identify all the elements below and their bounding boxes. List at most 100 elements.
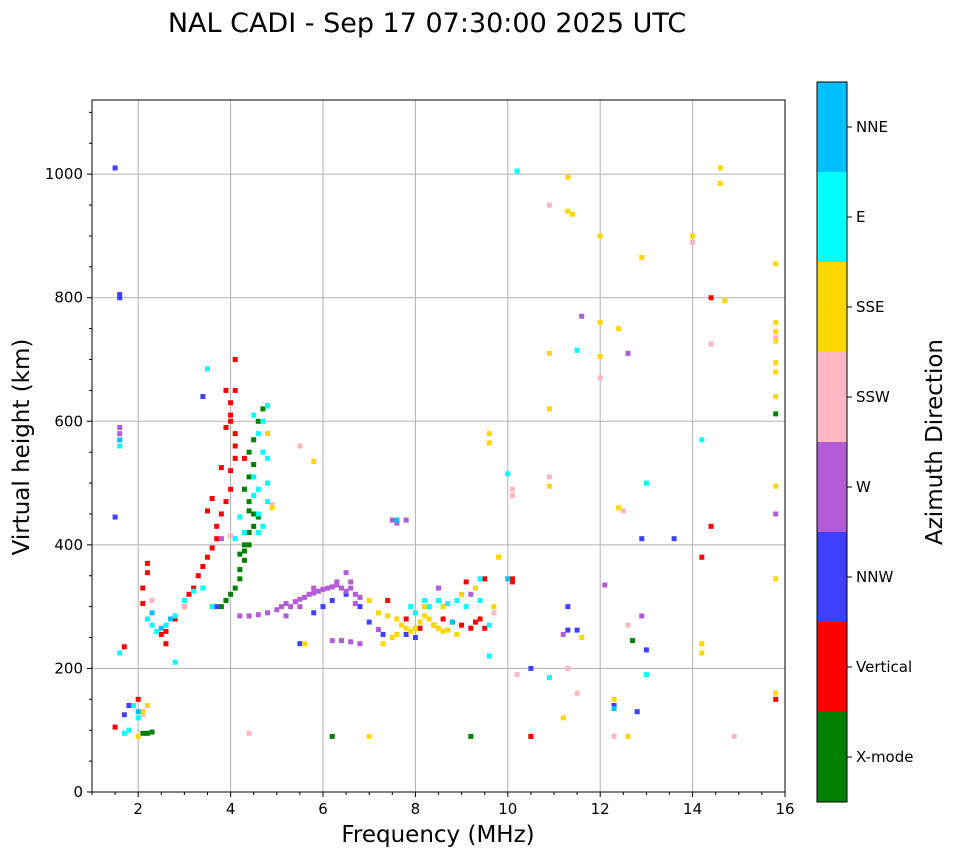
echo-point: [546, 675, 552, 681]
echo-point: [611, 696, 617, 702]
echo-point: [311, 610, 317, 616]
echo-point: [389, 517, 395, 523]
echo-point: [117, 424, 123, 430]
echo-point: [228, 591, 234, 597]
echo-point: [255, 431, 261, 437]
echo-point: [246, 449, 252, 455]
echo-point: [357, 641, 363, 647]
echo-point: [251, 437, 257, 443]
echo-point: [112, 724, 118, 730]
echo-point: [560, 715, 566, 721]
echo-point: [241, 548, 247, 554]
x-tick-label: 2: [133, 800, 143, 818]
echo-point: [117, 437, 123, 443]
echo-point: [131, 703, 137, 708]
echo-point: [260, 449, 266, 455]
echo-point: [468, 625, 474, 631]
echo-point: [237, 514, 243, 520]
echo-point: [773, 483, 779, 489]
echo-point: [491, 604, 497, 610]
echo-point: [773, 261, 779, 267]
echo-point: [200, 394, 206, 400]
echo-point: [306, 591, 312, 597]
echo-point: [690, 239, 696, 245]
colorbar-label: Azimuth Direction: [922, 339, 948, 545]
echo-point: [205, 366, 210, 372]
echo-point: [394, 616, 400, 622]
echo-point: [394, 631, 400, 637]
echo-point: [352, 601, 358, 607]
echo-point: [251, 511, 257, 517]
echo-point: [228, 486, 234, 492]
echo-point: [200, 563, 206, 569]
echo-point: [357, 604, 363, 610]
x-tick-label: 16: [775, 800, 794, 818]
colorbar-segment: [817, 532, 847, 622]
colorbar-segment: [817, 622, 847, 712]
echo-point: [232, 536, 238, 542]
echo-point: [168, 616, 174, 622]
echo-point: [265, 499, 271, 505]
echo-point: [496, 554, 502, 560]
x-tick-label: 12: [591, 800, 610, 818]
echo-point: [246, 530, 252, 535]
echo-point: [431, 622, 437, 628]
echo-point: [699, 554, 705, 560]
echo-point: [394, 517, 400, 523]
echo-point: [251, 462, 257, 468]
echo-point: [255, 514, 261, 520]
echo-point: [163, 622, 169, 628]
colorbar-segment: [817, 82, 847, 172]
colorbar-tick-label: NNW: [856, 568, 893, 586]
echo-point: [773, 329, 779, 335]
echo-point: [246, 730, 252, 736]
echo-point: [269, 502, 275, 508]
echo-point: [228, 412, 234, 418]
echo-point: [297, 641, 303, 647]
echo-point: [297, 604, 303, 610]
colorbar-tick-label: SSW: [856, 388, 890, 406]
echo-point: [482, 576, 488, 582]
echo-point: [597, 319, 603, 325]
echo-point: [228, 400, 234, 406]
echo-point: [223, 387, 229, 393]
echo-point: [232, 357, 238, 362]
echo-point: [246, 499, 252, 505]
echo-point: [135, 696, 141, 702]
echo-point: [117, 295, 123, 301]
echo-point: [417, 625, 423, 631]
echo-point: [214, 523, 220, 529]
echo-point: [251, 523, 257, 529]
echo-point: [218, 465, 224, 471]
echo-point: [385, 597, 391, 603]
echo-point: [223, 597, 229, 603]
echo-point: [315, 588, 321, 594]
echo-point: [482, 625, 488, 631]
y-tick-label: 1000: [45, 165, 83, 183]
echo-point: [449, 619, 455, 625]
echo-point: [135, 733, 141, 739]
echo-point: [616, 326, 622, 332]
echo-point: [773, 690, 779, 696]
echo-point: [205, 508, 210, 514]
echo-point: [255, 418, 261, 424]
echo-point: [639, 613, 645, 619]
echo-point: [625, 733, 631, 739]
echo-point: [228, 418, 234, 424]
x-tick-label: 8: [411, 800, 421, 818]
echo-point: [505, 471, 511, 477]
echo-point: [343, 591, 349, 597]
echo-point: [569, 211, 575, 217]
echo-point: [611, 706, 617, 712]
echo-point: [260, 418, 266, 424]
colorbar: X-mode Vertical NNW W SSW SSE E NNE: [816, 81, 913, 803]
echo-point: [209, 496, 215, 502]
y-tick-label: 600: [54, 412, 83, 430]
echo-point: [241, 557, 247, 563]
echo-point: [292, 599, 298, 605]
echo-point: [181, 597, 187, 603]
echo-point: [311, 590, 317, 596]
echo-point: [708, 341, 714, 347]
echo-point: [422, 597, 428, 603]
echo-point: [237, 613, 243, 619]
